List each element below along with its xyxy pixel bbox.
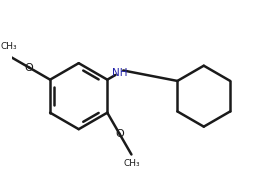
Text: CH₃: CH₃ bbox=[0, 42, 17, 51]
Text: NH: NH bbox=[112, 68, 127, 78]
Text: O: O bbox=[25, 63, 34, 73]
Text: CH₃: CH₃ bbox=[123, 159, 140, 168]
Text: O: O bbox=[115, 129, 124, 139]
